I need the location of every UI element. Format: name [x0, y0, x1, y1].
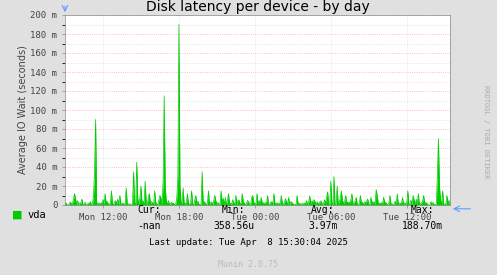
Text: ■: ■: [12, 210, 23, 219]
Y-axis label: Average IO Wait (seconds): Average IO Wait (seconds): [18, 46, 28, 174]
Text: 188.70m: 188.70m: [402, 221, 443, 231]
Text: Cur:: Cur:: [137, 205, 161, 215]
Text: Avg:: Avg:: [311, 205, 335, 215]
Text: Min:: Min:: [222, 205, 246, 215]
Text: 358.56u: 358.56u: [213, 221, 254, 231]
Title: Disk latency per device - by day: Disk latency per device - by day: [146, 0, 369, 14]
Text: -nan: -nan: [137, 221, 161, 231]
Text: vda: vda: [27, 210, 46, 219]
Text: Last update: Tue Apr  8 15:30:04 2025: Last update: Tue Apr 8 15:30:04 2025: [149, 238, 348, 247]
Text: Max:: Max:: [411, 205, 434, 215]
Text: Munin 2.0.75: Munin 2.0.75: [219, 260, 278, 269]
Text: 3.97m: 3.97m: [308, 221, 338, 231]
Text: RRDTOOL / TOBI OETIKER: RRDTOOL / TOBI OETIKER: [483, 85, 489, 179]
